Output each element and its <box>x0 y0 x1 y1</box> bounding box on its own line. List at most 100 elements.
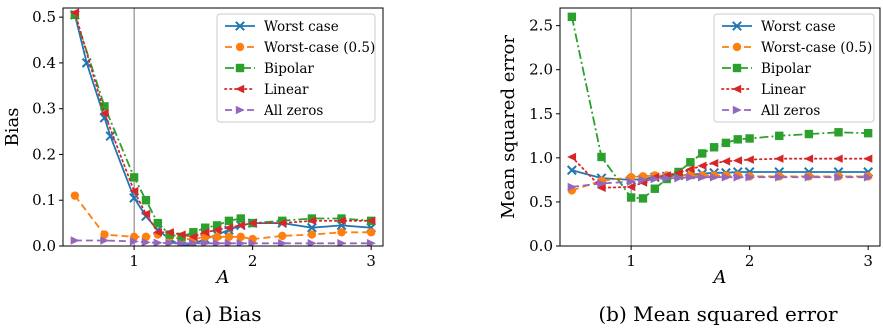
series-1 <box>70 191 376 244</box>
data-point <box>236 221 245 230</box>
data-point <box>626 182 636 192</box>
data-point <box>721 138 731 148</box>
data-point <box>709 143 719 152</box>
legend-marker <box>235 42 245 52</box>
data-point <box>733 135 742 144</box>
legend-label: Worst-case (0.5) <box>264 40 375 56</box>
data-point <box>70 191 80 200</box>
legend-marker <box>235 105 245 115</box>
data-point <box>834 128 843 137</box>
y-tick-label: 0.5 <box>32 8 56 26</box>
data-point <box>596 183 606 193</box>
plot-area <box>69 8 377 246</box>
y-axis-label: Bias <box>2 108 23 147</box>
data-point <box>650 184 660 193</box>
legend-marker <box>732 42 742 52</box>
data-point <box>200 228 210 237</box>
y-tick-label: 2.5 <box>529 17 553 35</box>
legend-marker <box>732 105 742 115</box>
data-point <box>307 214 317 223</box>
x-tick-label: 2 <box>248 252 258 270</box>
data-point <box>566 165 577 176</box>
data-point <box>685 165 695 174</box>
legend-label: Bipolar <box>761 61 811 77</box>
series-line <box>74 239 372 245</box>
data-point <box>366 228 376 237</box>
y-tick-label: 1.5 <box>529 105 553 123</box>
data-point <box>307 230 317 239</box>
data-point <box>744 155 754 164</box>
series-3 <box>70 8 376 242</box>
data-point <box>662 173 672 183</box>
legend-marker <box>732 21 742 31</box>
data-point <box>212 225 222 235</box>
data-point <box>177 232 186 242</box>
legend-entry: Worst-case (0.5) <box>225 40 375 56</box>
data-point <box>686 173 696 182</box>
series-4 <box>567 173 873 192</box>
data-point <box>100 236 110 245</box>
y-tick-label: 0.0 <box>32 237 56 255</box>
x-tick-label: 1 <box>626 252 636 270</box>
data-point <box>189 228 198 237</box>
data-point <box>278 216 287 226</box>
data-point <box>153 218 163 228</box>
legend: Worst case Worst-case (0.5) Bipolar Linear A… <box>216 13 376 123</box>
data-point <box>804 154 814 163</box>
legend-label: Worst case <box>761 19 836 35</box>
legend-entry: Worst-case (0.5) <box>722 40 872 56</box>
data-point <box>70 8 80 17</box>
y-axis-label: Mean squared error <box>498 35 519 219</box>
data-point <box>673 168 683 178</box>
data-point <box>745 134 754 143</box>
data-point <box>686 158 695 167</box>
legend-box <box>216 13 376 123</box>
x-tick-label: 2 <box>745 252 755 270</box>
data-point <box>278 239 287 246</box>
plot-area <box>566 12 874 203</box>
data-point <box>834 173 844 182</box>
data-point <box>337 239 347 246</box>
data-point <box>638 194 648 203</box>
axes-frame <box>62 7 384 247</box>
data-point <box>188 232 198 242</box>
data-point <box>153 238 163 246</box>
legend: Worst case Worst-case (0.5) Bipolar Linear A… <box>713 13 875 123</box>
legend-entry: Bipolar <box>225 61 314 77</box>
data-point <box>863 154 873 163</box>
legend-entry: All zeros <box>225 103 323 119</box>
data-point <box>247 218 257 228</box>
data-point <box>164 228 174 237</box>
legend-label: All zeros <box>263 103 323 119</box>
data-point <box>745 173 755 182</box>
data-point <box>721 173 731 182</box>
data-point <box>698 149 707 158</box>
axes-frame <box>559 7 881 247</box>
data-point <box>337 228 346 237</box>
data-point <box>141 232 151 242</box>
data-point <box>804 129 814 139</box>
data-point <box>224 239 234 246</box>
data-point <box>201 223 210 232</box>
legend-entry: All zeros <box>722 103 820 119</box>
y-tick-label: 0.5 <box>529 193 553 211</box>
bias-panel: 1 2 3 0.0 0.1 0.2 0.3 0.4 0.5 A Bias (a) Bias Worst … <box>2 7 384 326</box>
data-point <box>337 214 346 223</box>
series-2 <box>70 10 376 242</box>
y-tick-label: 2.0 <box>529 61 553 79</box>
series-4 <box>70 236 376 246</box>
data-point <box>100 102 109 111</box>
data-point <box>597 152 606 162</box>
data-point <box>153 228 163 237</box>
x-axis-label: A <box>712 267 727 288</box>
data-point <box>100 230 109 239</box>
data-point <box>177 239 187 246</box>
data-point <box>224 223 234 232</box>
mse-panel: 1 2 3 0.0 0.5 1.0 1.5 2.0 2.5 A Mean squared error… <box>498 7 881 326</box>
data-point <box>567 182 577 192</box>
legend-box <box>713 13 875 123</box>
data-point <box>833 154 843 163</box>
data-point <box>567 152 577 162</box>
data-point <box>212 221 222 230</box>
